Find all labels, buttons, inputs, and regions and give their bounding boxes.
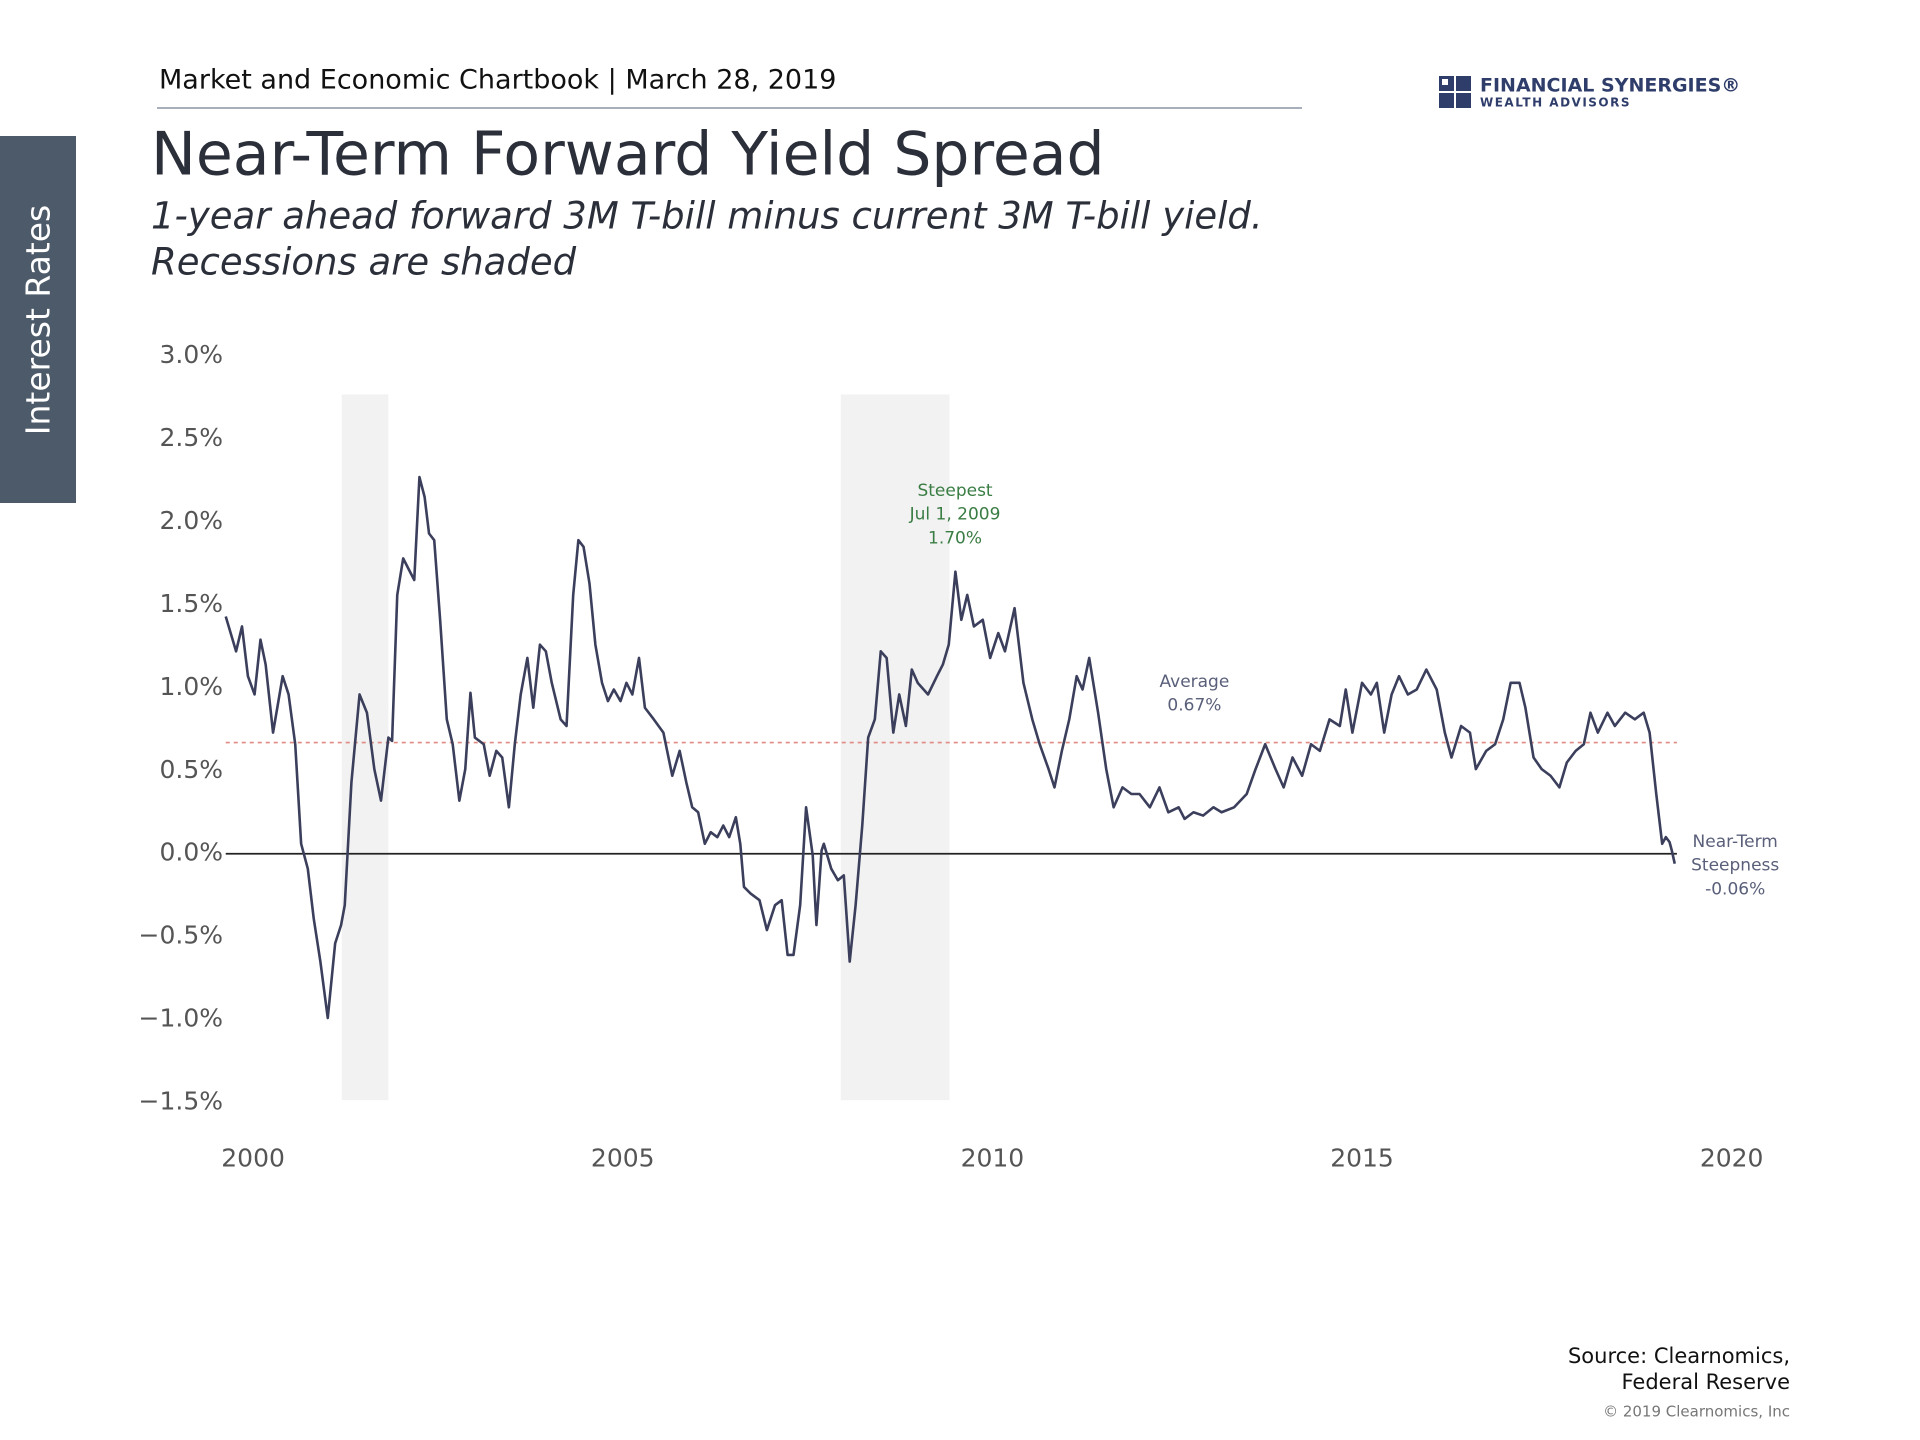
y-tick-label: −1.5% xyxy=(139,1087,223,1116)
x-tick-label: 2005 xyxy=(591,1144,655,1173)
section-label: Interest Rates xyxy=(19,205,58,436)
annotation: Steepness xyxy=(1691,856,1779,876)
y-tick-label: 2.5% xyxy=(159,423,223,452)
x-tick-label: 2010 xyxy=(961,1144,1025,1173)
y-tick-label: 0.0% xyxy=(159,838,223,867)
annotation: 1.70% xyxy=(928,528,982,548)
x-tick-label: 2015 xyxy=(1330,1144,1394,1173)
logo-name: FINANCIAL SYNERGIES® xyxy=(1480,75,1740,97)
source: Source: Clearnomics, xyxy=(1568,1344,1790,1368)
y-tick-label: 1.5% xyxy=(159,589,223,618)
annotation: Jul 1, 2009 xyxy=(909,505,1001,525)
annotation: -0.06% xyxy=(1705,879,1765,899)
chartbook-header: Market and Economic Chartbook | March 28… xyxy=(159,65,836,96)
x-tick-label: 2000 xyxy=(221,1144,285,1173)
annotation: Average xyxy=(1160,672,1230,692)
plot: 3.0% 2.5% 2.0% 1.5% 1.0% 0.5% 0.0% −0.5% −1.0% −1… xyxy=(139,340,1780,1173)
y-tick-label: 0.5% xyxy=(159,755,223,784)
recession-band xyxy=(840,394,950,1101)
chart-title: Near-Term Forward Yield Spread xyxy=(151,120,1105,190)
logo: FINANCIAL SYNERGIES® WEALTH ADVISORS xyxy=(1439,75,1740,110)
y-tick-label: −1.0% xyxy=(139,1004,223,1033)
source: Federal Reserve xyxy=(1621,1370,1790,1394)
section-tab xyxy=(0,136,76,503)
series-line xyxy=(224,475,1677,1020)
annotation: Near-Term xyxy=(1693,832,1778,852)
y-tick-label: 3.0% xyxy=(159,340,223,369)
chart-subtitle: 1-year ahead forward 3M T-bill minus cur… xyxy=(151,195,1263,238)
logo-sub: WEALTH ADVISORS xyxy=(1480,96,1631,110)
logo-star xyxy=(1442,79,1448,85)
logo-square xyxy=(1456,93,1471,108)
y-tick-label: 2.0% xyxy=(159,506,223,535)
annotation: 0.67% xyxy=(1167,696,1221,716)
recession-band xyxy=(341,394,389,1101)
logo-square xyxy=(1456,76,1471,91)
y-tick-label: 1.0% xyxy=(159,672,223,701)
logo-square xyxy=(1439,93,1454,108)
x-tick-label: 2020 xyxy=(1700,1144,1764,1173)
chart-subtitle: Recessions are shaded xyxy=(151,241,577,284)
copyright: © 2019 Clearnomics, Inc xyxy=(1603,1403,1790,1421)
y-tick-label: −0.5% xyxy=(139,921,223,950)
annotation: Steepest xyxy=(917,481,992,501)
